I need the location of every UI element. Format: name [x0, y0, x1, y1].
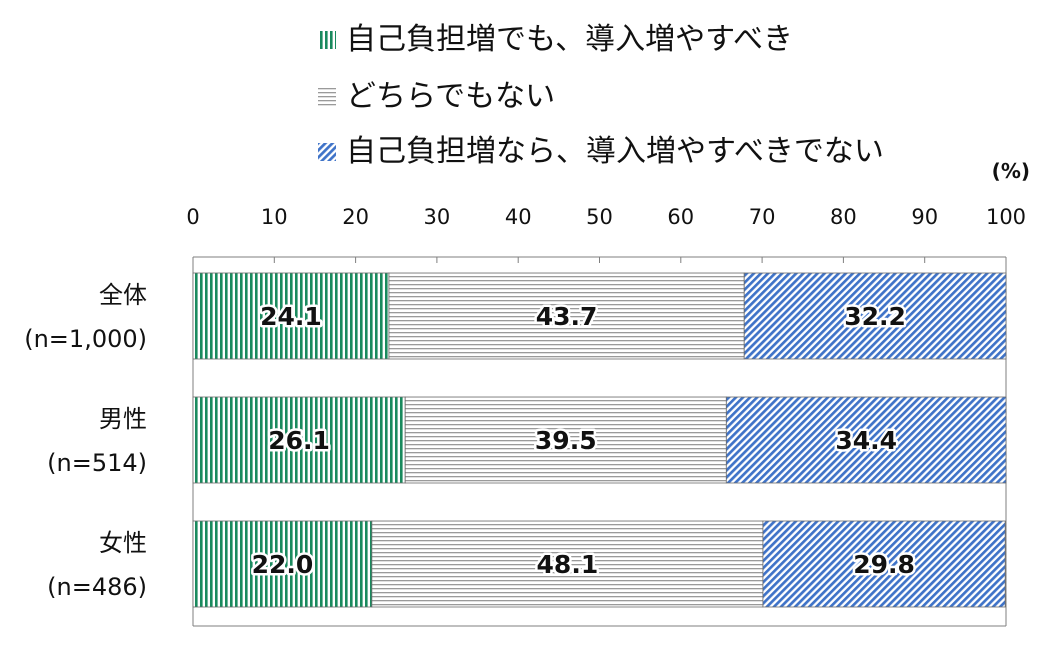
legend-label-3: 自己負担増なら、導入増やすべきでない: [346, 134, 884, 169]
legend-swatch-2: [318, 88, 336, 106]
unit-label: (%): [992, 159, 1030, 183]
category-labels: 全体 (n=1,000) 男性 (n=514) 女性 (n=486): [24, 281, 147, 601]
data-label: 43.7: [536, 302, 598, 331]
data-label: 26.1: [268, 426, 330, 455]
data-label: 39.5: [535, 426, 597, 455]
bars: [192, 272, 1007, 608]
category-sample-size: (n=486): [47, 573, 147, 601]
x-tick-label: 0: [186, 205, 199, 229]
x-tick-label: 20: [342, 205, 369, 229]
data-label: 32.2: [844, 302, 906, 331]
x-tick-label: 90: [911, 205, 938, 229]
bar-segment-1: [192, 520, 373, 608]
bar-segment-3: [743, 272, 1007, 360]
x-tick-label: 30: [424, 205, 451, 229]
data-label: 22.0: [252, 550, 314, 579]
category-sample-size: (n=514): [47, 449, 147, 477]
x-tick-label: 100: [986, 205, 1026, 229]
data-label: 24.1: [260, 302, 322, 331]
category-sample-size: (n=1,000): [24, 325, 147, 353]
category-label: 男性: [99, 405, 147, 433]
bar-segment-3: [762, 520, 1006, 608]
x-tick-label: 10: [261, 205, 288, 229]
x-tick-label: 80: [830, 205, 857, 229]
legend-swatch-1: [318, 31, 336, 49]
bar-segment-1: [192, 396, 406, 484]
x-tick-label: 40: [505, 205, 532, 229]
bar-segment-2: [404, 396, 727, 484]
data-label: 34.4: [835, 426, 897, 455]
x-tick-label: 50: [586, 205, 613, 229]
bar-segment-2: [371, 520, 764, 608]
x-tick-label: 70: [749, 205, 776, 229]
legend-label-2: どちらでもない: [346, 79, 555, 114]
legend-label-1: 自己負担増でも、導入増やすべき: [346, 22, 793, 57]
data-labels: 24.1 43.7 32.2 26.1 39.5 34.4 22.0 48.1 29.8: [249, 300, 917, 582]
category-label: 女性: [99, 529, 147, 557]
data-label: 48.1: [537, 550, 599, 579]
x-tick-label: 60: [667, 205, 694, 229]
category-label: 全体: [99, 281, 147, 309]
legend-swatch-3: [318, 143, 336, 161]
bar-segment-1: [192, 272, 390, 360]
x-axis-ticks: 0 10 20 30 40 50 60 70 80 90 100: [186, 205, 1026, 229]
data-label: 29.8: [853, 550, 915, 579]
bar-segment-3: [725, 396, 1007, 484]
